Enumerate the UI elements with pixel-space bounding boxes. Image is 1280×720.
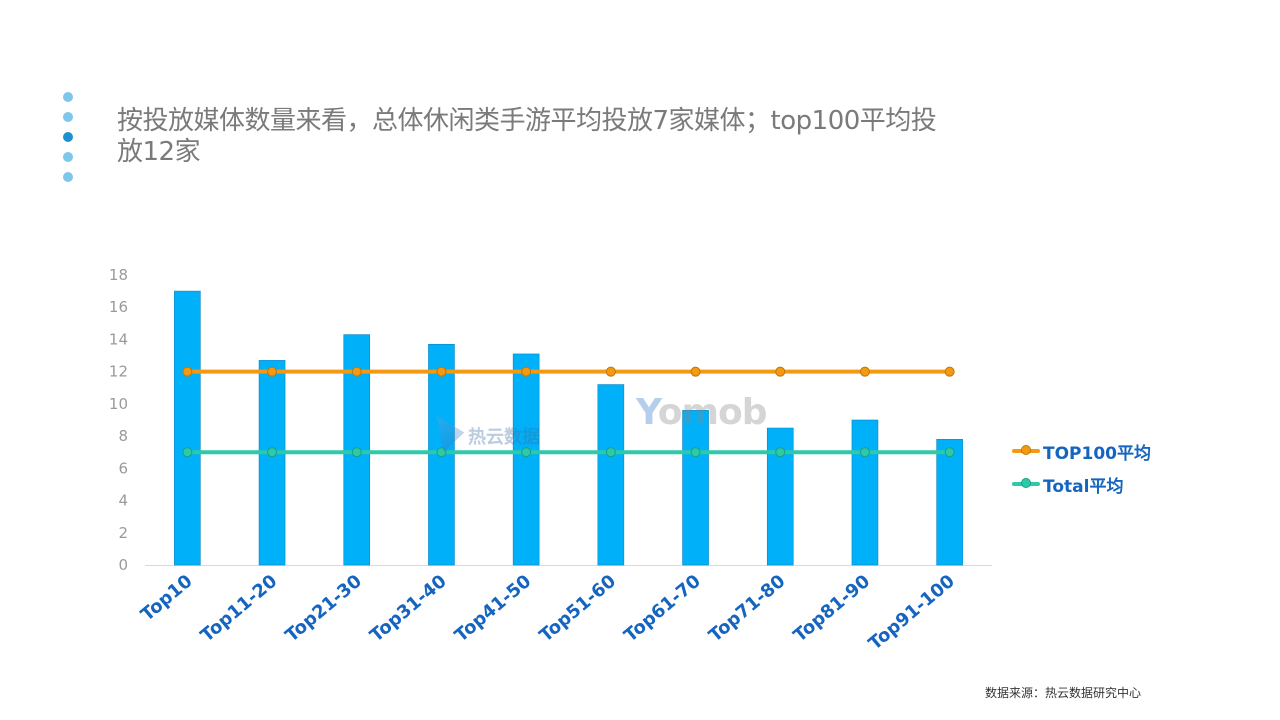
slide-title: 按投放媒体数量来看，总体休闲类手游平均投放7家媒体；top100平均投放12家 [117, 106, 937, 167]
bar [258, 360, 286, 566]
x-tick-label: Top91-100 [865, 571, 959, 655]
y-tick-label: 0 [118, 556, 128, 574]
x-tick-label: Top81-90 [790, 571, 875, 647]
legend-marker-total [1021, 478, 1031, 488]
series-point [775, 366, 786, 377]
series-point [436, 447, 447, 458]
x-tick-label: Top41-50 [451, 571, 536, 647]
series-point [775, 447, 786, 458]
series-point [267, 366, 278, 377]
series-point [859, 366, 870, 377]
y-tick-label: 4 [118, 492, 128, 510]
x-tick-label: Top31-40 [366, 571, 451, 647]
chart-legend: TOP100平均 Total平均 [1012, 438, 1151, 504]
decorative-dots [63, 92, 75, 192]
data-source-note: 数据来源：热云数据研究中心 [985, 686, 1142, 700]
x-tick-label: Top51-60 [536, 571, 621, 647]
series-point [351, 447, 362, 458]
y-tick-label: 12 [109, 363, 128, 381]
series-point [182, 447, 193, 458]
legend-label-top100: TOP100平均 [1043, 443, 1151, 464]
bar [936, 439, 963, 566]
decorative-dot [63, 172, 73, 182]
series-point [859, 447, 870, 458]
y-tick-label: 16 [109, 298, 128, 316]
decorative-dot [63, 152, 73, 162]
legend-label-total: Total平均 [1043, 476, 1124, 497]
legend-swatch-top100 [1012, 445, 1040, 455]
bar [597, 384, 625, 566]
series-point [690, 447, 701, 458]
series-point [944, 366, 955, 377]
series-point [605, 366, 616, 377]
series-point [944, 447, 955, 458]
x-tick-label: Top71-80 [705, 571, 790, 647]
legend-item-top100: TOP100平均 [1012, 438, 1151, 464]
series-point [605, 447, 616, 458]
decorative-dot [63, 132, 73, 142]
decorative-dot [63, 92, 73, 102]
decorative-dot [63, 112, 73, 122]
series-point [521, 366, 532, 377]
x-tick-label: Top21-30 [281, 571, 366, 647]
series-point [351, 366, 362, 377]
bar [851, 419, 879, 566]
series-point [267, 447, 278, 458]
series-point [690, 366, 701, 377]
bar [174, 290, 201, 566]
series-point [436, 366, 447, 377]
bar [682, 410, 709, 566]
legend-swatch-total [1012, 478, 1040, 488]
y-tick-label: 10 [109, 395, 128, 413]
y-tick-label: 18 [109, 266, 128, 284]
x-tick-label: Top10 [137, 571, 197, 626]
y-tick-label: 2 [118, 524, 128, 542]
y-tick-label: 14 [109, 330, 128, 348]
x-tick-label: Top11-20 [197, 571, 282, 647]
legend-marker-top100 [1021, 445, 1031, 455]
series-point [182, 366, 193, 377]
y-tick-label: 6 [118, 459, 128, 477]
legend-item-total: Total平均 [1012, 471, 1151, 497]
bar [512, 353, 540, 566]
x-tick-label: Top61-70 [620, 571, 705, 647]
y-tick-label: 8 [118, 427, 128, 445]
series-point [521, 447, 532, 458]
